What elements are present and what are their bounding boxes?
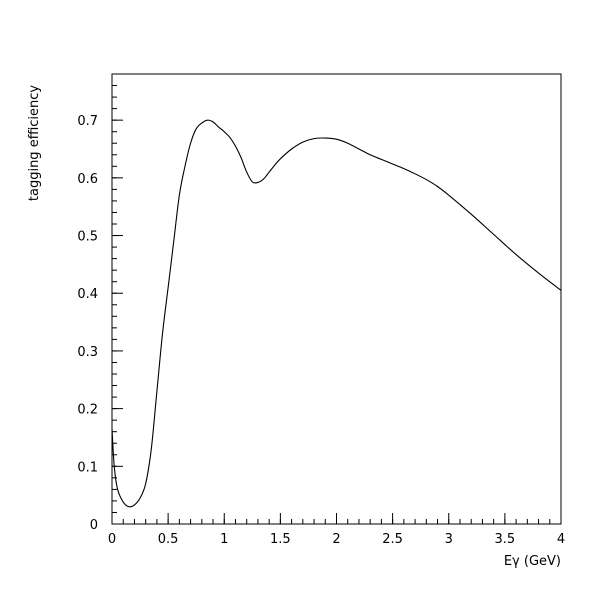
x-tick-label: 1 — [220, 532, 228, 547]
y-tick-label: 0.3 — [77, 345, 98, 360]
x-tick-labels: 0 0.5 1 1.5 2 2.5 3 3.5 4 — [108, 532, 565, 547]
x-tick-label: 2.5 — [382, 532, 403, 547]
x-tick-label: 3 — [445, 532, 453, 547]
efficiency-curve — [111, 119, 562, 508]
y-axis-title: tagging efficiency — [27, 85, 42, 202]
y-tick-label: 0.5 — [77, 230, 98, 245]
x-tick-label: 4 — [557, 532, 565, 547]
y-tick-label: 0.6 — [77, 172, 98, 187]
x-tick-label: 2 — [332, 532, 340, 547]
y-tick-label: 0.2 — [77, 403, 98, 418]
y-tick-label: 0 — [90, 518, 98, 533]
y-tick-label: 0.1 — [77, 460, 98, 475]
major-ticks — [111, 119, 562, 525]
plot-frame — [111, 73, 562, 525]
x-tick-label: 0 — [108, 532, 116, 547]
y-tick-labels: 0 0.1 0.2 0.3 0.4 0.5 0.6 0.7 — [77, 114, 98, 533]
minor-ticks — [111, 73, 562, 525]
x-tick-label: 3.5 — [495, 532, 516, 547]
x-tick-label: 0.5 — [158, 532, 179, 547]
y-tick-label: 0.4 — [77, 287, 98, 302]
x-axis-title: Eγ (GeV) — [504, 554, 561, 569]
x-tick-label: 1.5 — [270, 532, 291, 547]
y-tick-label: 0.7 — [77, 114, 98, 129]
